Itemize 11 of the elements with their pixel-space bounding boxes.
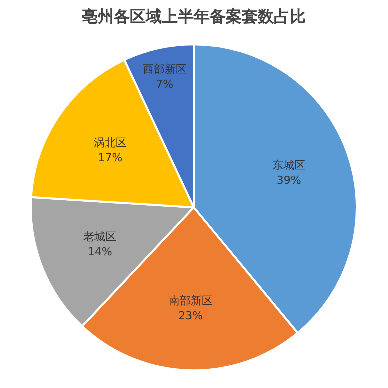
data-label: 14%: [88, 246, 112, 259]
slice-label: 南部新区: [168, 294, 213, 308]
data-label: 23%: [178, 309, 204, 322]
data-label: 7%: [156, 78, 174, 92]
slice-label: 西部新区: [142, 63, 187, 76]
slice-label: 东城区: [272, 159, 306, 172]
slice-label: 涡北区: [94, 136, 127, 150]
data-label: 39%: [276, 174, 302, 188]
data-label: 17%: [98, 152, 123, 165]
chart-title: 亳州各区域上半年备案套数占比: [82, 6, 306, 26]
slice-label: 老城区: [84, 230, 117, 244]
